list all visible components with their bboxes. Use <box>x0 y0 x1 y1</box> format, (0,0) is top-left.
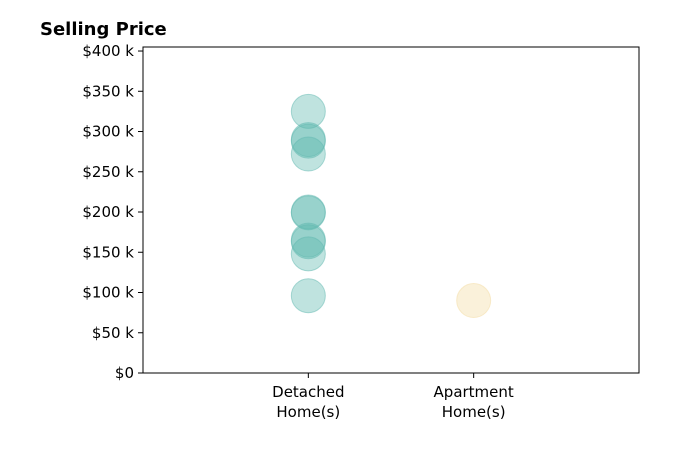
data-point <box>290 123 326 159</box>
y-tick-label: $400 k <box>82 42 134 60</box>
data-point <box>456 283 492 319</box>
plot-area: $0 $50 k $100 k $150 k $200 k $250 k $300 k $35… <box>82 42 640 421</box>
data-point <box>290 236 326 272</box>
data-point <box>290 93 326 129</box>
y-tick-label: $50 k <box>92 324 134 342</box>
data-point <box>290 195 326 231</box>
y-tick-label: $100 k <box>82 284 134 302</box>
x-tick-label: Apartment <box>434 383 514 401</box>
plot-frame <box>142 46 640 374</box>
data-point <box>290 136 326 172</box>
y-tick-label: $350 k <box>82 82 134 100</box>
chart-title: Selling Price <box>40 19 167 40</box>
x-tick-label: Home(s) <box>442 403 506 421</box>
data-point <box>290 224 326 260</box>
y-tick-label: $250 k <box>82 163 134 181</box>
x-tick-label: Home(s) <box>276 403 340 421</box>
y-tick-label: $150 k <box>82 243 134 261</box>
y-tick-label: $200 k <box>82 203 134 221</box>
y-tick-label: $0 <box>115 364 134 382</box>
y-tick-label: $300 k <box>82 123 134 141</box>
data-point <box>290 278 326 314</box>
x-tick-label: Detached <box>272 383 344 401</box>
